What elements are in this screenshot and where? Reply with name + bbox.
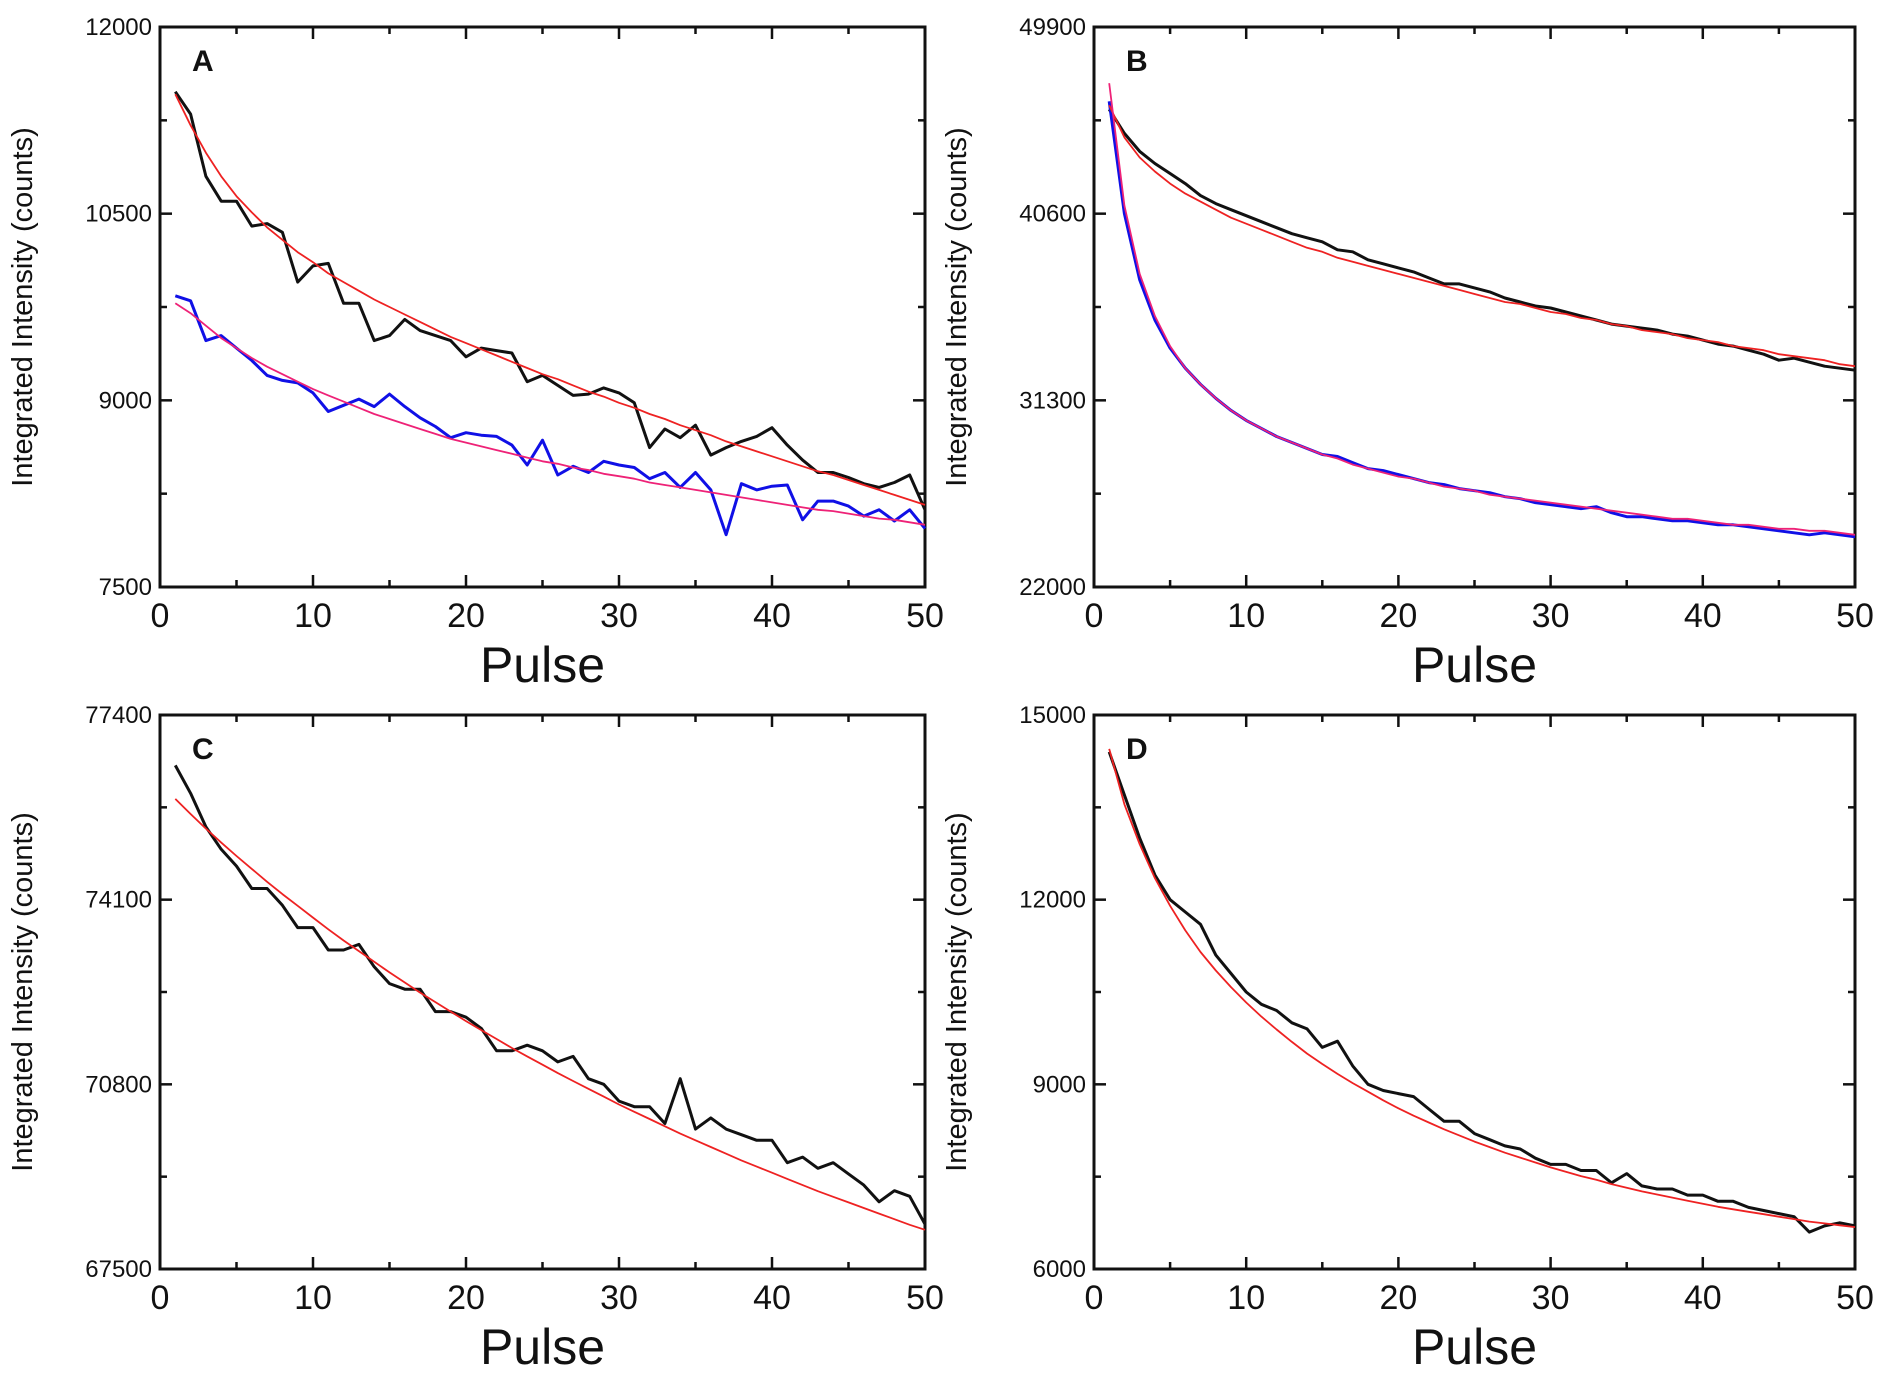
plot-frame <box>158 25 927 589</box>
x-axis-label: Pulse <box>1412 637 1537 693</box>
x-tick-label: 10 <box>1227 1279 1265 1317</box>
series-line-2 <box>1108 104 1856 368</box>
x-tick-label: 10 <box>294 1279 332 1317</box>
x-tick-label: 40 <box>1684 1279 1722 1317</box>
x-tick-label: 30 <box>1532 1279 1570 1317</box>
series-line-0 <box>1107 751 1856 1234</box>
panel-label: A <box>192 45 214 78</box>
x-tick-label: 30 <box>1532 597 1570 635</box>
series-line-0 <box>1107 108 1856 372</box>
y-tick-label: 12000 <box>1019 887 1086 914</box>
y-tick-label: 15000 <box>1019 702 1086 729</box>
panel-label: D <box>1126 733 1148 766</box>
plot-frame <box>1092 25 1857 589</box>
x-tick-label: 40 <box>1684 597 1722 635</box>
x-tick-label: 0 <box>1085 1279 1104 1317</box>
series-line-3 <box>1108 83 1856 536</box>
panel-d: 0 10 20 30 40 50 6000 9000 12000 15000 D Pulse Integ… <box>941 702 1874 1375</box>
series-line-1 <box>1108 748 1856 1228</box>
series-line-0 <box>173 764 927 1225</box>
x-tick-label: 30 <box>600 597 638 635</box>
x-tick-label: 0 <box>151 1279 170 1317</box>
panel-b: 0 10 20 30 40 50 22000 31300 40600 49900 B Pulse Int… <box>941 14 1874 693</box>
series-line-2 <box>174 93 926 506</box>
x-tick-label: 0 <box>151 597 170 635</box>
x-tick-label: 20 <box>447 597 485 635</box>
x-axis-label: Pulse <box>480 1319 605 1375</box>
x-tick-label: 30 <box>600 1279 638 1317</box>
y-tick-label: 31300 <box>1019 387 1086 414</box>
x-tick-label: 40 <box>753 597 791 635</box>
series-line-1 <box>174 798 926 1231</box>
y-tick-label: 9000 <box>1033 1071 1086 1098</box>
x-tick-label: 50 <box>906 1279 944 1317</box>
x-tick-label: 10 <box>294 597 332 635</box>
panel-c: 0 10 20 30 40 50 67500 70800 74100 77400 C Pulse Int… <box>7 702 944 1375</box>
x-tick-label: 50 <box>1836 597 1874 635</box>
series-line-1 <box>174 294 927 537</box>
panel-a: 0 10 20 30 40 50 7500 9000 10500 12000 A Pulse Integ… <box>7 14 944 693</box>
x-axis-label: Pulse <box>1412 1319 1537 1375</box>
series-line-0 <box>174 90 927 511</box>
x-tick-label: 20 <box>447 1279 485 1317</box>
y-tick-label: 6000 <box>1033 1256 1086 1283</box>
y-tick-label: 49900 <box>1019 14 1086 41</box>
x-tick-label: 50 <box>1836 1279 1874 1317</box>
x-tick-label: 50 <box>906 597 944 635</box>
panel-label: C <box>192 733 214 766</box>
x-tick-label: 20 <box>1379 597 1417 635</box>
x-tick-label: 20 <box>1379 1279 1417 1317</box>
x-tick-label: 40 <box>753 1279 791 1317</box>
y-tick-label: 77400 <box>85 702 152 729</box>
series-line-3 <box>174 302 926 526</box>
series-line-1 <box>1107 101 1856 539</box>
y-tick-label: 7500 <box>99 574 152 601</box>
y-tick-label: 74100 <box>85 887 152 914</box>
y-tick-label: 10500 <box>85 201 152 228</box>
y-tick-label: 70800 <box>85 1071 152 1098</box>
y-axis-label: Integrated Intensity (counts) <box>7 812 39 1171</box>
y-tick-label: 67500 <box>85 1256 152 1283</box>
x-tick-label: 0 <box>1085 597 1104 635</box>
plot-frame <box>1092 713 1857 1271</box>
y-tick-label: 22000 <box>1019 574 1086 601</box>
panel-label: B <box>1126 45 1148 78</box>
x-tick-label: 10 <box>1227 597 1265 635</box>
x-axis-label: Pulse <box>480 637 605 693</box>
y-axis-label: Integrated Intensity (counts) <box>941 812 973 1171</box>
y-axis-label: Integrated Intensity (counts) <box>941 127 973 486</box>
plot-frame <box>158 713 927 1271</box>
y-tick-label: 12000 <box>85 14 152 41</box>
y-axis-label: Integrated Intensity (counts) <box>7 127 39 486</box>
y-tick-label: 40600 <box>1019 201 1086 228</box>
y-tick-label: 9000 <box>99 387 152 414</box>
